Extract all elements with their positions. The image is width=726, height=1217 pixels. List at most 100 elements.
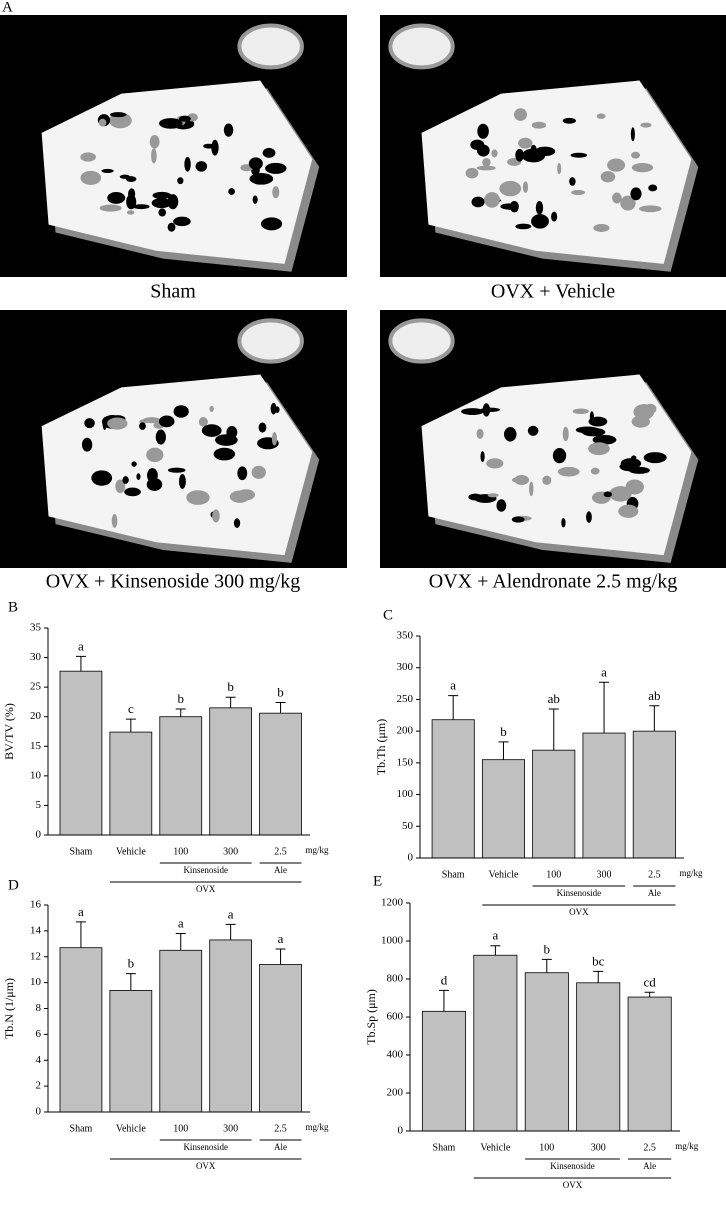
image-caption: OVX + Kinsenoside 300 mg/kg xyxy=(46,571,301,593)
pore xyxy=(609,486,632,502)
significance-label: a xyxy=(178,915,184,930)
significance-label: b xyxy=(544,941,551,956)
significance-label: d xyxy=(441,972,448,987)
significance-label: ab xyxy=(548,691,560,706)
group-label: OVX xyxy=(196,884,216,894)
bar xyxy=(632,730,676,859)
pore xyxy=(588,442,610,456)
pore xyxy=(80,170,102,185)
pore xyxy=(233,518,241,528)
pore xyxy=(147,468,158,483)
pore xyxy=(271,432,278,446)
pore xyxy=(607,158,626,172)
y-tick-label: 1000 xyxy=(381,935,404,947)
group-label: Ale xyxy=(274,865,287,875)
x-tick-label: 2.5 xyxy=(643,1142,656,1153)
pore xyxy=(80,152,96,162)
pore xyxy=(237,466,248,481)
pore xyxy=(640,122,652,128)
pore xyxy=(643,452,667,464)
pore xyxy=(491,149,498,158)
x-tick-label: 300 xyxy=(591,1142,606,1153)
error-bar xyxy=(75,655,86,672)
pore xyxy=(149,134,160,149)
bar xyxy=(473,954,518,1132)
bone xyxy=(421,80,692,264)
y-tick-label: 1200 xyxy=(381,897,404,909)
x-tick-label: Sham xyxy=(433,1142,456,1153)
pore xyxy=(223,123,234,137)
y-tick-label: 50 xyxy=(402,820,414,832)
pore xyxy=(249,173,274,185)
pore xyxy=(178,474,186,489)
significance-label: a xyxy=(78,638,84,653)
significance-label: a xyxy=(278,931,284,946)
y-tick-label: 6 xyxy=(36,1028,42,1040)
significance-label: bc xyxy=(592,953,605,968)
pore xyxy=(471,196,485,208)
x-tick-label: Vehicle xyxy=(480,1142,511,1153)
y-tick-label: 0 xyxy=(36,829,42,841)
y-axis-label: Tb.Sp (μm) xyxy=(364,989,378,1045)
pore xyxy=(552,447,567,464)
error-bar xyxy=(498,741,509,760)
pore xyxy=(518,137,533,149)
y-tick-label: 200 xyxy=(397,725,414,737)
pore xyxy=(551,211,558,222)
pore xyxy=(111,513,118,528)
pore xyxy=(195,161,208,172)
pore xyxy=(212,509,220,523)
x-tick-label: 100 xyxy=(539,1142,554,1153)
group-label: OVX xyxy=(563,1180,583,1190)
error-bar xyxy=(225,696,236,708)
pore xyxy=(151,148,157,164)
group-label: Kinsenoside xyxy=(183,1142,228,1152)
pore xyxy=(101,168,114,173)
significance-label: a xyxy=(450,678,456,693)
pore xyxy=(504,426,517,442)
pore xyxy=(258,422,267,433)
pore xyxy=(270,402,277,415)
y-tick-label: 800 xyxy=(387,973,404,985)
significance-label: b xyxy=(500,724,507,739)
error-bar xyxy=(649,705,660,732)
pore xyxy=(535,201,544,215)
pore xyxy=(511,477,519,483)
axes xyxy=(409,903,680,1132)
pore xyxy=(115,479,126,494)
pore xyxy=(122,476,129,484)
pore xyxy=(514,108,528,121)
y-tick-label: 8 xyxy=(36,1002,42,1014)
pore xyxy=(228,188,235,195)
x-tick-label: 2.5 xyxy=(274,1123,287,1134)
pore xyxy=(146,447,164,463)
group-label: Ale xyxy=(643,1161,656,1171)
y-axis-label: Tb.Th (μm) xyxy=(374,719,388,775)
pore xyxy=(262,147,276,158)
pore xyxy=(158,208,166,217)
pore xyxy=(215,434,238,446)
significance-label: a xyxy=(78,904,84,919)
pore xyxy=(265,162,287,174)
x-tick-label: Vehicle xyxy=(488,869,519,880)
error-bar xyxy=(541,958,552,973)
pore xyxy=(136,473,141,481)
significance-label: b xyxy=(128,956,135,971)
x-tick-label: 2.5 xyxy=(648,869,661,880)
pore xyxy=(531,214,549,229)
bar xyxy=(209,939,253,1113)
error-bar xyxy=(644,991,655,998)
x-tick-label: 300 xyxy=(223,1123,238,1134)
pore xyxy=(590,467,600,475)
pore xyxy=(470,139,485,151)
pore xyxy=(152,191,172,200)
pore xyxy=(477,123,489,139)
bar xyxy=(524,972,569,1132)
error-bar xyxy=(75,921,86,948)
pore xyxy=(531,121,547,129)
significance-label: a xyxy=(228,906,234,921)
pore xyxy=(167,194,179,210)
y-tick-label: 10 xyxy=(30,769,42,781)
pore xyxy=(132,204,150,210)
pore xyxy=(600,171,616,183)
